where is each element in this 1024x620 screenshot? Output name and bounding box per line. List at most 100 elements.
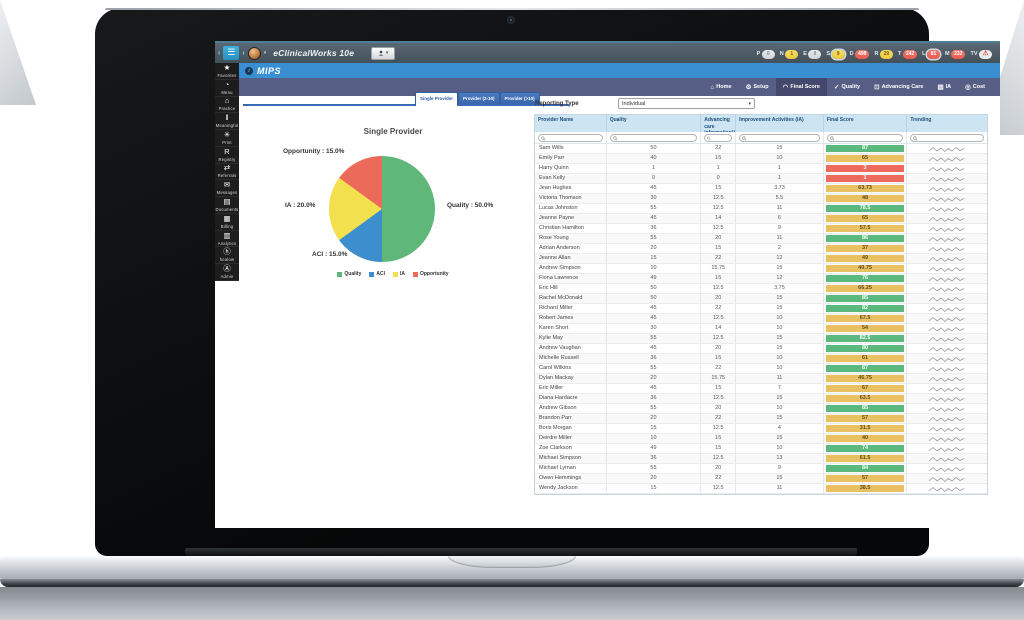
- filter-input[interactable]: [918, 135, 981, 141]
- col-header-quality[interactable]: Quality: [607, 115, 702, 132]
- sidebar-item[interactable]: ◔ Menu: [215, 80, 239, 97]
- status-badge[interactable]: M 232: [945, 49, 966, 59]
- table-row[interactable]: Emily Parr 40 15 10 65: [535, 154, 987, 164]
- nav-item[interactable]: ✓ Quality: [827, 78, 867, 96]
- table-row[interactable]: Michael Lyman 55 20 9 84: [535, 464, 987, 474]
- final-score-cell: 63.5: [824, 394, 908, 403]
- reporting-type-select[interactable]: Individual ▾: [618, 98, 755, 109]
- sidebar-item[interactable]: ⌂ Practice: [215, 97, 239, 114]
- status-badge[interactable]: R 29: [874, 49, 893, 59]
- table-row[interactable]: Michael Simpson 36 12.5 13 61.5: [535, 454, 987, 464]
- pie-chart[interactable]: [329, 156, 435, 262]
- collapse-left-icon[interactable]: ‹: [218, 49, 221, 57]
- table-row[interactable]: Fiona Lawrence 49 15 12 76: [535, 274, 987, 284]
- filter-trending[interactable]: [910, 134, 984, 142]
- sidebar-item[interactable]: ▤ Documents: [215, 197, 239, 214]
- status-badge[interactable]: TV ⚠: [970, 49, 992, 59]
- col-header-trending[interactable]: Trending: [910, 117, 932, 123]
- filter-final-score[interactable]: [826, 134, 904, 142]
- quality-cell: 1: [607, 164, 702, 173]
- sidebar-item[interactable]: ✉ Messages: [215, 180, 239, 198]
- avatar-caret-icon[interactable]: ▾: [263, 50, 267, 56]
- nav-item[interactable]: ⚙ Setup: [739, 78, 776, 96]
- status-badge[interactable]: N 1: [780, 49, 799, 59]
- table-row[interactable]: Andrew Gibson 55 20 10 85: [535, 404, 987, 414]
- filter-provider-name[interactable]: [538, 134, 603, 142]
- quality-cell: 45: [607, 214, 702, 223]
- sidebar-item[interactable]: ▥ Analytics: [215, 231, 239, 248]
- filter-aci[interactable]: [704, 134, 733, 142]
- user-avatar[interactable]: [247, 46, 261, 60]
- status-badge[interactable]: T 242: [898, 49, 918, 59]
- filter-ia[interactable]: [739, 134, 820, 142]
- sidebar-item[interactable]: ★ Favorites: [215, 63, 239, 80]
- table-row[interactable]: Harry Quinn 1 1 1 3: [535, 164, 987, 174]
- col-header-final-score[interactable]: Final Score: [824, 115, 908, 132]
- status-badge[interactable]: S 9: [826, 49, 845, 59]
- table-row[interactable]: Jeanne Allan 15 22 12 49: [535, 254, 987, 264]
- table-row[interactable]: Carol Wilkins 55 22 10 87: [535, 364, 987, 374]
- sidebar-item[interactable]: ⇄ Referrals: [215, 164, 239, 181]
- table-row[interactable]: Jean Hughes 45 15 3.73 63.73: [535, 184, 987, 194]
- table-row[interactable]: Richard Miller 45 22 15 82: [535, 304, 987, 314]
- status-badge[interactable]: L 81: [922, 49, 941, 59]
- provider-select-button[interactable]: ▾: [371, 46, 396, 60]
- status-badge[interactable]: E 0: [803, 49, 822, 59]
- table-row[interactable]: Karen Short 30 14 10 54: [535, 324, 987, 334]
- table-row[interactable]: Robert James 45 12.5 10 67.5: [535, 314, 987, 324]
- table-row[interactable]: Zoe Clarkson 49 15 10 74: [535, 444, 987, 454]
- sidebar-item[interactable]: ⓗ healow: [215, 247, 239, 265]
- table-row[interactable]: Deirdre Miller 10 15 15 40: [535, 434, 987, 444]
- table-row[interactable]: Diana Hardacre 36 12.5 15 63.5: [535, 394, 987, 404]
- table-row[interactable]: Christian Hamilton 36 12.5 9 57.5: [535, 224, 987, 234]
- table-row[interactable]: Wendy Jackson 15 12.5 11 38.5: [535, 484, 987, 494]
- table-row[interactable]: Sam Wills 50 22 15 87: [535, 144, 987, 154]
- col-header-provider-name[interactable]: Provider Name: [535, 115, 607, 132]
- table-row[interactable]: Evan Kelly 0 0 1 1: [535, 174, 987, 184]
- sidebar-item[interactable]: ✳ Print: [215, 130, 239, 147]
- table-row[interactable]: Jeanne Payne 45 14 6 65: [535, 214, 987, 224]
- table-row[interactable]: Owen Hemmings 20 22 15 57: [535, 474, 987, 484]
- table-row[interactable]: Andrew Simpson 10 15.75 15 40.75: [535, 264, 987, 274]
- sidebar-item[interactable]: R Registry: [215, 147, 239, 164]
- nav-item[interactable]: ⌂ Home: [703, 78, 738, 96]
- col-header-ia[interactable]: Improvement Activities (IA): [736, 115, 824, 132]
- collapse-right-icon[interactable]: ›: [242, 49, 245, 57]
- ia-cell: 11: [736, 204, 824, 213]
- table-row[interactable]: Rachel McDonald 50 20 15 85: [535, 294, 987, 304]
- nav-item[interactable]: ▤ IA: [930, 78, 958, 96]
- provider-tab[interactable]: Single Provider: [415, 92, 459, 106]
- sidebar-item[interactable]: ▦ Billing: [215, 214, 239, 231]
- col-header-aci[interactable]: Advancing care information(ACI): [701, 115, 737, 132]
- table-row[interactable]: Brandon Parr 20 22 15 57: [535, 414, 987, 424]
- sidebar-item[interactable]: ‖ Meaningful: [215, 113, 239, 131]
- filter-input[interactable]: [618, 135, 695, 141]
- table-row[interactable]: Michelle Russell 36 15 10 61: [535, 354, 987, 364]
- provider-tab[interactable]: Provider (>10): [499, 92, 540, 104]
- table-row[interactable]: Kylie May 55 12.5 15 82.5: [535, 334, 987, 344]
- provider-tab[interactable]: Provider (2-10): [458, 92, 500, 104]
- info-icon[interactable]: i: [245, 66, 253, 75]
- nav-item[interactable]: ⊡ Advancing Care: [867, 78, 930, 96]
- nav-item[interactable]: ◎ Cost: [958, 78, 992, 96]
- filter-input[interactable]: [835, 135, 901, 141]
- sidebar-item[interactable]: Ⓐ Admin: [215, 264, 239, 281]
- nav-item[interactable]: ◠ Final Score: [775, 78, 827, 96]
- table-row[interactable]: Boris Morgan 15 12.5 4 31.5: [535, 424, 987, 434]
- trending-sparkline-icon: [928, 406, 965, 412]
- filter-input[interactable]: [747, 135, 817, 141]
- filter-quality[interactable]: [609, 134, 698, 142]
- filter-input[interactable]: [546, 135, 600, 141]
- table-row[interactable]: Rose Young 55 20 11 86: [535, 234, 987, 244]
- menu-hamburger-icon[interactable]: ☰: [223, 46, 240, 60]
- table-row[interactable]: Adrian Anderson 20 15 2 37: [535, 244, 987, 254]
- filter-input[interactable]: [712, 135, 730, 141]
- status-badge[interactable]: P 0: [757, 49, 775, 59]
- status-badge[interactable]: D 498: [850, 49, 870, 59]
- table-row[interactable]: Eric Miller 45 15 7 67: [535, 384, 987, 394]
- table-row[interactable]: Eric Hill 50 12.5 3.75 66.25: [535, 284, 987, 294]
- table-row[interactable]: Andrew Vaughan 45 20 15 80: [535, 344, 987, 354]
- table-row[interactable]: Lucas Johnston 55 12.5 11 78.5: [535, 204, 987, 214]
- table-row[interactable]: Victoria Thomson 30 12.5 5.5 48: [535, 194, 987, 204]
- table-row[interactable]: Dylan Mackay 20 15.75 11 46.75: [535, 374, 987, 384]
